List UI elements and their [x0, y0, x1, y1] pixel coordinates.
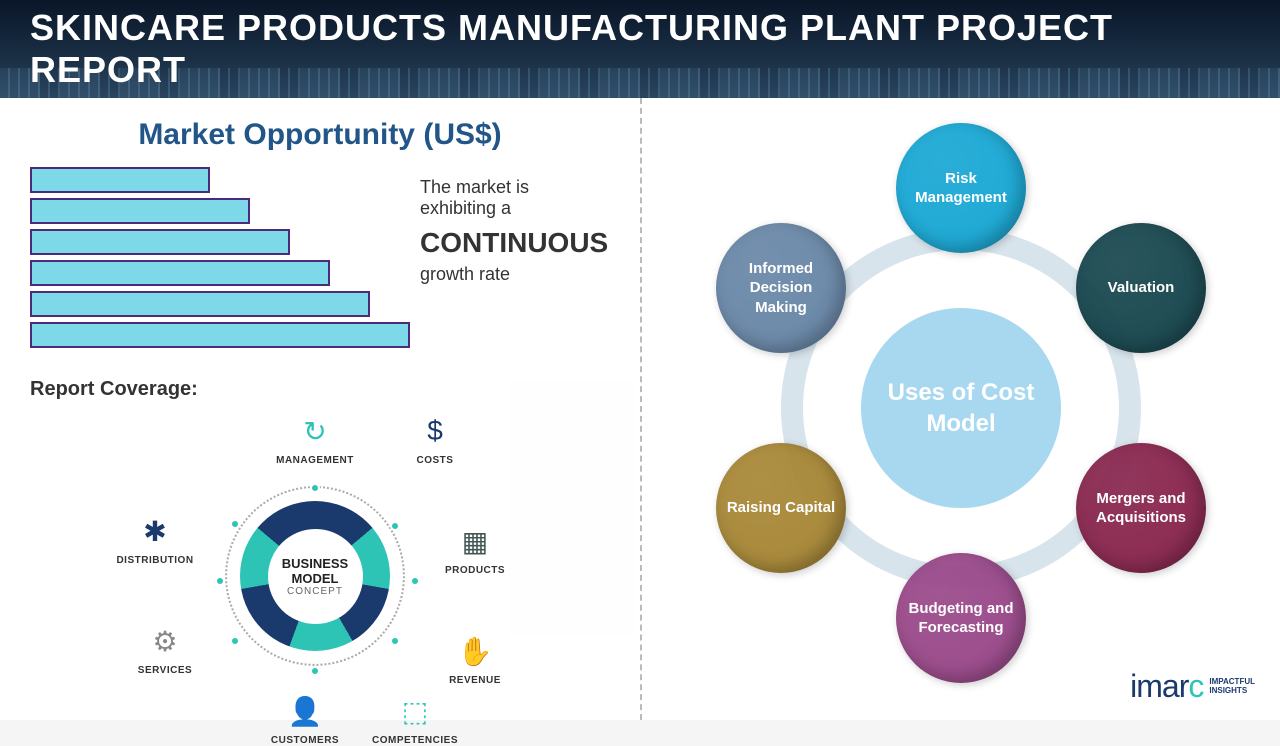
ring-connector-dot — [410, 576, 420, 586]
ring-connector-dot — [310, 483, 320, 493]
cost-model-node: Mergers and Acquisitions — [1076, 443, 1206, 573]
market-bar-chart — [30, 167, 400, 353]
logo-tagline: IMPACTFUL INSIGHTS — [1209, 678, 1255, 696]
left-panel: Market Opportunity (US$) The market is e… — [0, 98, 640, 720]
bm-item-label: CUSTOMERS — [260, 735, 350, 746]
business-model-item: ✋ REVENUE — [430, 631, 520, 686]
bm-center-line3: CONCEPT — [287, 586, 343, 597]
growth-text-block: The market is exhibiting a CONTINUOUS gr… — [420, 167, 610, 353]
bm-item-label: COSTS — [390, 455, 480, 466]
business-model-item: 👤 CUSTOMERS — [260, 691, 350, 746]
products-icon: ▦ — [455, 521, 495, 561]
distribution-icon: ✱ — [135, 511, 175, 551]
market-bar — [30, 322, 410, 348]
bm-center-line1: BUSINESS — [282, 556, 348, 571]
cost-model-center: Uses of Cost Model — [861, 308, 1061, 508]
business-model-item: ✱ DISTRIBUTION — [110, 511, 200, 566]
logo-text-part1: imar — [1130, 668, 1188, 704]
market-chart-section: The market is exhibiting a CONTINUOUS gr… — [30, 167, 610, 353]
logo-text-part2: c — [1188, 668, 1203, 704]
customers-icon: 👤 — [285, 691, 325, 731]
cost-model-center-label: Uses of Cost Model — [861, 377, 1061, 439]
management-icon: ↻ — [295, 411, 335, 451]
growth-text-line3: growth rate — [420, 264, 610, 285]
ring-connector-dot — [390, 636, 400, 646]
bm-item-label: PRODUCTS — [430, 565, 520, 576]
bm-item-label: MANAGEMENT — [270, 455, 360, 466]
ring-connector-dot — [230, 519, 240, 529]
bm-item-label: SERVICES — [120, 665, 210, 676]
competencies-icon: ⬚ — [395, 691, 435, 731]
cost-model-node: Budgeting and Forecasting — [896, 553, 1026, 683]
report-coverage-label: Report Coverage: — [30, 378, 610, 401]
bm-item-label: DISTRIBUTION — [110, 555, 200, 566]
cost-model-node: Raising Capital — [716, 443, 846, 573]
business-model-item: ⬚ COMPETENCIES — [370, 691, 460, 746]
business-model-item: ⚙ SERVICES — [120, 621, 210, 676]
ring-connector-dot — [390, 521, 400, 531]
right-panel: Uses of Cost Model Risk Management Valuat… — [640, 98, 1280, 720]
content-area: Market Opportunity (US$) The market is e… — [0, 98, 1280, 720]
market-bar — [30, 291, 370, 317]
business-model-item: ↻ MANAGEMENT — [270, 411, 360, 466]
revenue-icon: ✋ — [455, 631, 495, 671]
cost-model-node: Informed Decision Making — [716, 223, 846, 353]
bm-item-label: COMPETENCIES — [370, 735, 460, 746]
cost-model-node: Valuation — [1076, 223, 1206, 353]
market-bar — [30, 167, 210, 193]
logo-text: imarc — [1130, 668, 1203, 705]
costs-icon: $ — [415, 411, 455, 451]
logo-tagline-line2: INSIGHTS — [1209, 687, 1255, 696]
market-bar — [30, 260, 330, 286]
cost-model-diagram: Uses of Cost Model Risk ManagementValuat… — [681, 128, 1241, 688]
market-bar — [30, 229, 290, 255]
growth-text-emphasis: CONTINUOUS — [420, 227, 610, 259]
business-model-item: ▦ PRODUCTS — [430, 521, 520, 576]
business-model-center-label: BUSINESS MODEL CONCEPT — [268, 529, 363, 624]
bm-center-line2: MODEL — [292, 571, 339, 586]
market-bar — [30, 198, 250, 224]
business-model-item: $ COSTS — [390, 411, 480, 466]
ring-connector-dot — [215, 576, 225, 586]
growth-text-line1: The market is exhibiting a — [420, 177, 610, 219]
header-banner: SKINCARE PRODUCTS MANUFACTURING PLANT PR… — [0, 0, 1280, 98]
services-icon: ⚙ — [145, 621, 185, 661]
ring-connector-dot — [230, 636, 240, 646]
bm-item-label: REVENUE — [430, 675, 520, 686]
ring-connector-dot — [310, 666, 320, 676]
market-opportunity-title: Market Opportunity (US$) — [30, 118, 610, 152]
business-model-center-ring: BUSINESS MODEL CONCEPT — [240, 501, 390, 651]
business-model-diagram: BUSINESS MODEL CONCEPT ↻ MANAGEMENT $ COSTS… — [30, 411, 610, 731]
brand-logo: imarc IMPACTFUL INSIGHTS — [1130, 668, 1255, 705]
page-title: SKINCARE PRODUCTS MANUFACTURING PLANT PR… — [30, 7, 1280, 91]
cost-model-node: Risk Management — [896, 123, 1026, 253]
